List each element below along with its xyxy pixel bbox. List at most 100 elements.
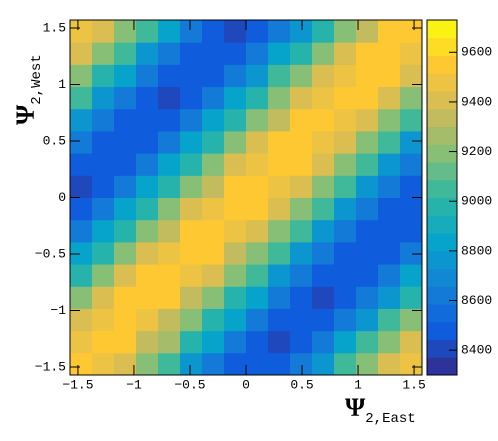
cell — [400, 352, 423, 376]
cell — [114, 130, 137, 154]
cell — [136, 130, 159, 154]
cell — [136, 20, 159, 43]
cell — [114, 241, 137, 265]
cell — [334, 86, 357, 110]
cell — [158, 286, 181, 309]
cell — [356, 86, 379, 110]
cell — [268, 330, 291, 354]
cell — [378, 175, 401, 198]
cell — [356, 108, 379, 132]
cell — [158, 153, 181, 176]
cell — [92, 330, 115, 354]
cell — [378, 130, 401, 154]
cell — [378, 219, 401, 243]
cell — [312, 86, 335, 110]
cell — [114, 153, 137, 176]
x-tick-label: 1 — [354, 377, 362, 392]
cell — [70, 308, 93, 332]
cell — [268, 264, 291, 287]
cell — [268, 352, 291, 376]
cell — [290, 197, 313, 221]
x-tick-label: −1.5 — [62, 377, 93, 392]
colorbar-frame — [426, 19, 458, 376]
cell — [180, 352, 203, 376]
cell — [268, 20, 291, 43]
cell — [334, 108, 357, 132]
colorbar-band — [427, 179, 457, 198]
cell — [136, 219, 159, 243]
x-title-symbol: Ψ — [345, 393, 366, 422]
cell — [224, 175, 247, 198]
cell — [202, 108, 225, 132]
colorbar-band — [427, 20, 457, 39]
cell — [92, 130, 115, 154]
cell — [92, 108, 115, 132]
cell — [290, 241, 313, 265]
cell — [224, 64, 247, 88]
cell — [290, 108, 313, 132]
cell — [400, 108, 423, 132]
z-tick-label: 9600 — [461, 45, 492, 60]
cell — [202, 352, 225, 376]
colorbar-band — [427, 286, 457, 305]
cell — [224, 197, 247, 221]
cell — [334, 153, 357, 176]
cell — [356, 42, 379, 65]
cell — [224, 153, 247, 176]
cell — [246, 308, 269, 332]
cell — [202, 197, 225, 221]
cell — [356, 64, 379, 88]
cell — [114, 20, 137, 43]
cell — [356, 308, 379, 332]
cell — [312, 175, 335, 198]
cell — [70, 153, 93, 176]
cell — [136, 42, 159, 65]
cell — [378, 86, 401, 110]
cell — [312, 241, 335, 265]
cell — [268, 86, 291, 110]
cell — [202, 130, 225, 154]
cell — [312, 42, 335, 65]
cell — [202, 64, 225, 88]
cell — [290, 42, 313, 65]
cell — [356, 20, 379, 43]
cell — [268, 64, 291, 88]
colorbar-band — [427, 357, 457, 376]
cell — [114, 330, 137, 354]
cell — [136, 153, 159, 176]
colorbar-band — [427, 339, 457, 358]
cell — [158, 64, 181, 88]
cell — [312, 330, 335, 354]
cell — [334, 330, 357, 354]
cell — [158, 264, 181, 287]
cell — [92, 86, 115, 110]
cell — [290, 86, 313, 110]
cell — [136, 264, 159, 287]
cell — [356, 130, 379, 154]
cell — [158, 86, 181, 110]
cell — [312, 352, 335, 376]
cell — [158, 352, 181, 376]
cell — [224, 219, 247, 243]
x-tick-label: −0.5 — [174, 377, 205, 392]
cell — [378, 42, 401, 65]
cell — [290, 286, 313, 309]
cell — [400, 330, 423, 354]
cell — [114, 42, 137, 65]
x-axis-title: Ψ2,East — [345, 393, 416, 427]
cell — [92, 264, 115, 287]
colorbar-band — [427, 126, 457, 145]
cell — [224, 86, 247, 110]
cell — [136, 197, 159, 221]
cell — [180, 219, 203, 243]
cell — [202, 20, 225, 43]
z-tick-label: 8800 — [461, 243, 492, 258]
cell — [378, 264, 401, 287]
cell — [158, 108, 181, 132]
cell — [268, 308, 291, 332]
z-tick-label: 9000 — [461, 194, 492, 209]
cell — [158, 175, 181, 198]
cell — [246, 86, 269, 110]
cell — [334, 20, 357, 43]
cell — [158, 20, 181, 43]
